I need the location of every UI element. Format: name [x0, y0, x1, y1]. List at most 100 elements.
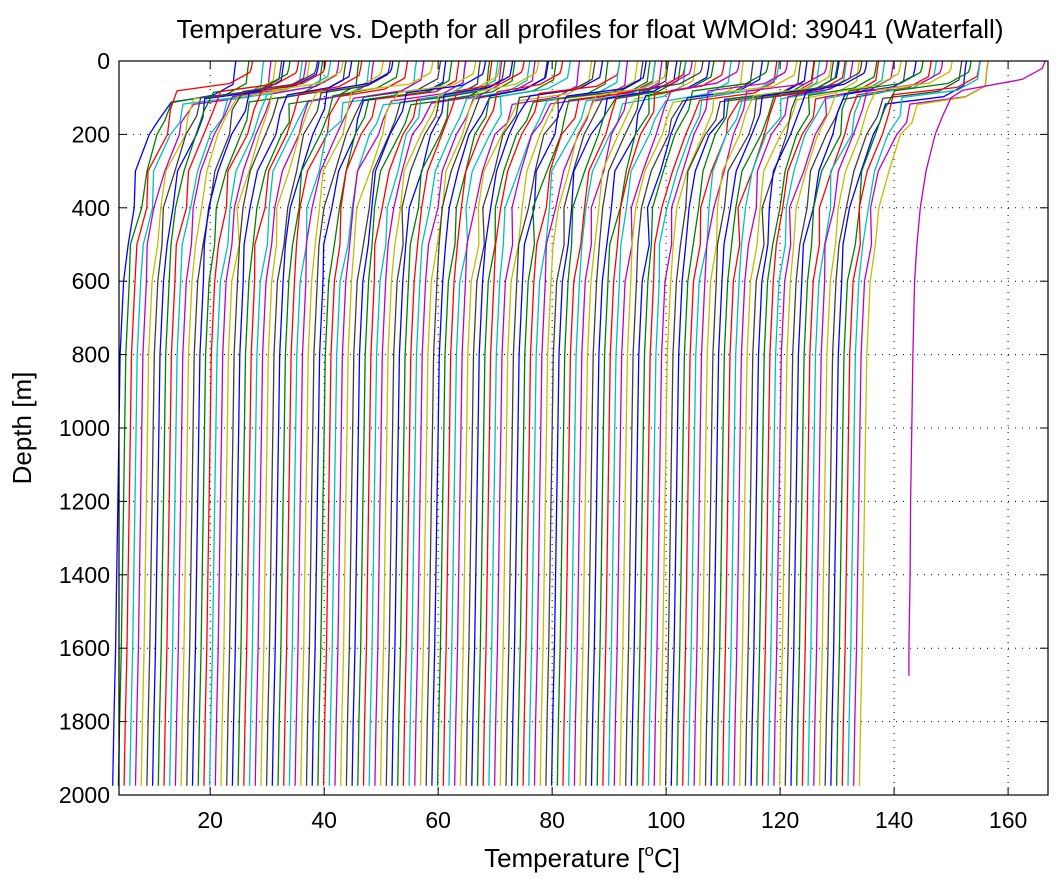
profile-line: [385, 60, 506, 786]
profile-line: [288, 60, 418, 786]
profile-line: [528, 60, 656, 786]
profile-line: [767, 60, 886, 786]
y-axis-label: Depth [m]: [7, 372, 37, 485]
profile-line: [442, 60, 564, 786]
profile-line: [750, 60, 868, 786]
profile-line: [482, 60, 621, 786]
profile-line: [607, 60, 732, 786]
profile-line: [796, 60, 924, 786]
profile-line: [813, 60, 944, 786]
y-tick-label: 1800: [59, 709, 110, 735]
profile-line: [721, 60, 846, 786]
profile-line: [322, 60, 460, 786]
profile-line: [163, 60, 300, 786]
profile-line: [117, 60, 250, 786]
y-tick-label: 1400: [59, 562, 110, 588]
profile-line: [590, 60, 711, 786]
profile-line: [203, 60, 327, 786]
profile-line: [220, 60, 344, 786]
profile-line: [277, 60, 400, 786]
profile-line: [505, 60, 644, 786]
profile-line: [562, 60, 687, 786]
profile-line: [550, 60, 678, 786]
x-tick-label: 140: [875, 807, 913, 833]
x-axis-label-superscript: o: [644, 841, 653, 860]
x-tick-label: 100: [647, 807, 685, 833]
profile-line: [448, 60, 572, 786]
profile-line: [545, 60, 670, 786]
profile-line: [334, 60, 467, 786]
profile-line: [294, 60, 425, 786]
y-tick-label: 0: [97, 48, 110, 74]
profile-line: [585, 60, 704, 786]
profile-line: [499, 60, 639, 786]
profile-line: [311, 60, 447, 786]
profile-line: [818, 60, 953, 786]
profile-line: [653, 60, 789, 786]
profile-line: [807, 60, 938, 786]
y-tick-label: 600: [72, 268, 110, 294]
profile-lines: [112, 60, 1046, 786]
profile-line: [533, 60, 663, 786]
y-tick-label: 400: [72, 195, 110, 221]
y-tick-label: 2000: [59, 782, 110, 808]
profile-line: [853, 60, 989, 786]
profile-line: [835, 60, 972, 786]
profile-line: [265, 60, 391, 786]
profile-line: [402, 60, 525, 786]
profile-line: [573, 60, 693, 786]
profile-line: [659, 60, 798, 786]
x-tick-label: 40: [311, 807, 337, 833]
profile-line: [317, 60, 453, 786]
profile-line: [345, 60, 481, 786]
profile-line: [670, 60, 808, 786]
x-tick-label: 120: [761, 807, 799, 833]
profile-line: [511, 60, 647, 786]
profile-line: [471, 60, 604, 786]
profile-line: [744, 60, 863, 786]
x-axis-label: Temperature [oC]: [484, 841, 680, 873]
profile-line: [351, 60, 487, 786]
profile-line: [556, 60, 682, 786]
y-tick-label: 800: [72, 342, 110, 368]
profile-line: [436, 60, 557, 786]
profile-line: [699, 60, 833, 786]
grid: [119, 61, 1048, 795]
plot-frame: [118, 60, 1049, 796]
profile-line: [756, 60, 878, 786]
y-tick-label: 1200: [59, 488, 110, 514]
y-ticks: 0 200 400 600 800 1000 1200 1400 1600 1800 2000: [59, 48, 1048, 808]
profile-line: [830, 60, 968, 786]
profile-line: [630, 60, 764, 786]
profile-line: [157, 60, 291, 786]
profile-line: [636, 60, 770, 786]
profile-line: [596, 60, 715, 786]
profile-line: [208, 60, 332, 786]
profile-line: [841, 60, 981, 786]
profile-line: [197, 60, 324, 786]
profile-line: [300, 60, 434, 786]
profile-line: [568, 60, 687, 786]
x-ticks: 20 40 60 80 100 120 140 160: [197, 61, 1027, 833]
profile-line: [112, 60, 237, 786]
x-tick-label: 80: [539, 807, 565, 833]
profile-line: [214, 60, 340, 786]
profile-line: [539, 60, 669, 786]
profile-line-last: [908, 60, 1046, 676]
profile-line: [778, 60, 902, 786]
profile-line: [271, 60, 394, 786]
profile-line: [379, 60, 501, 786]
profile-line: [602, 60, 726, 786]
profile-line: [642, 60, 778, 786]
profile-line: [243, 60, 363, 786]
y-tick-label: 1600: [59, 635, 110, 661]
profile-line: [790, 60, 917, 786]
profile-line: [493, 60, 629, 786]
profile-line: [613, 60, 741, 786]
profile-line: [693, 60, 828, 786]
profile-line: [858, 60, 989, 786]
x-tick-label: 60: [425, 807, 451, 833]
profile-line: [733, 60, 854, 786]
profile-line: [459, 60, 593, 786]
profile-line: [151, 60, 285, 786]
